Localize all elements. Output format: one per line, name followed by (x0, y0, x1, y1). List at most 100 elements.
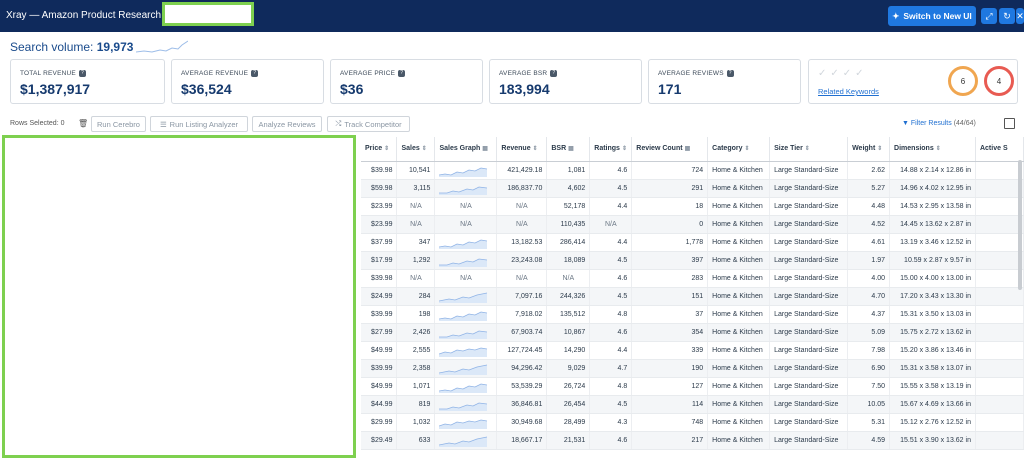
run-listing-analyzer-button[interactable]: ☰ Run Listing Analyzer (150, 116, 248, 132)
sales-sparkline (439, 330, 488, 339)
stat-card-average-revenue: AVERAGE REVENUE? $36,524 (171, 59, 324, 104)
table-row[interactable]: $24.99 284 7,097.16 244,326 4.5 151 Home & Kit… (361, 287, 1024, 306)
cell-sales-graph (434, 179, 498, 198)
table-row[interactable]: $39.99 198 7,918.02 135,512 4.8 37 Home & Kitc… (361, 305, 1024, 324)
cell-category: Home & Kitchen (707, 377, 771, 396)
cell-size-tier: Large Standard-Size (769, 359, 849, 378)
cell-sales-graph: N/A (434, 269, 498, 288)
table-row[interactable]: $29.99 1,032 30,949.68 28,499 4.3 748 Home & K… (361, 413, 1024, 432)
col-header-price[interactable]: Price ⇕ (361, 137, 398, 162)
table-scrollbar[interactable] (1018, 160, 1022, 290)
cell-bsr: 9,029 (546, 359, 591, 378)
analyze-reviews-button[interactable]: Analyze Reviews (252, 116, 322, 132)
table-row[interactable]: $49.99 1,071 53,539.29 26,724 4.8 127 Home & K… (361, 377, 1024, 396)
cell-dimensions: 15.12 x 2.76 x 12.52 in (889, 413, 976, 432)
table-row[interactable]: $39.98 10,541 421,429.18 1,081 4.6 724 Home & … (361, 161, 1024, 180)
cell-sales: 633 (396, 431, 436, 450)
table-row[interactable]: $59.98 3,115 186,837.70 4,602 4.5 291 Home & K… (361, 179, 1024, 198)
table-row[interactable]: $17.99 1,292 23,243.08 18,089 4.5 397 Home & K… (361, 251, 1024, 270)
help-icon[interactable]: ? (398, 70, 406, 77)
table-row[interactable]: $23.99 N/A N/A N/A 52,178 4.4 18 Home & Kitchen… (361, 197, 1024, 216)
col-header-revenue[interactable]: Revenue ⇕ (496, 137, 548, 162)
cell-weight: 4.48 (847, 197, 891, 216)
results-table: Price ⇕ Sales ⇕ Sales Graph ▦ Revenue ⇕ BSR ▦… (361, 137, 1024, 450)
expand-icon[interactable]: ⤢ (981, 8, 997, 24)
score-ring-a: 6 (948, 66, 978, 96)
cell-category: Home & Kitchen (707, 179, 771, 198)
cell-ratings: 4.5 (589, 287, 633, 306)
cell-active-sellers (975, 251, 1024, 270)
cell-category: Home & Kitchen (707, 413, 771, 432)
table-row[interactable]: $44.99 819 36,846.81 26,454 4.5 114 Home & Kit… (361, 395, 1024, 414)
run-cerebro-button[interactable]: Run Cerebro (91, 116, 146, 132)
cell-ratings: 4.3 (589, 413, 633, 432)
cell-revenue: 186,837.70 (496, 179, 548, 198)
filter-results[interactable]: ▼ Filter Results (44/64) (902, 120, 976, 127)
help-icon[interactable]: ? (251, 70, 259, 77)
cell-active-sellers (975, 287, 1024, 306)
help-icon[interactable]: ? (78, 70, 86, 77)
cell-dimensions: 15.31 x 3.50 x 13.03 in (889, 305, 976, 324)
cell-category: Home & Kitchen (707, 197, 771, 216)
cell-review-count: 18 (631, 197, 709, 216)
cell-size-tier: Large Standard-Size (769, 395, 849, 414)
analyze-reviews-label: Analyze Reviews (258, 119, 316, 129)
cell-sales: 1,071 (396, 377, 436, 396)
col-header-sales[interactable]: Sales ⇕ (396, 137, 436, 162)
cell-weight: 10.05 (847, 395, 891, 414)
cell-active-sellers (975, 179, 1024, 198)
track-competitor-button[interactable]: ⤭ Track Competitor (327, 116, 410, 132)
col-header-sales-graph[interactable]: Sales Graph ▦ (434, 137, 498, 162)
col-header-review-count[interactable]: Review Count ▦ (631, 137, 709, 162)
run-listing-label: Run Listing Analyzer (169, 119, 239, 129)
table-row[interactable]: $29.49 633 18,667.17 21,531 4.6 217 Home & Kit… (361, 431, 1024, 450)
stat-card-average-reviews: AVERAGE REVIEWS? 171 (648, 59, 801, 104)
cell-revenue: 23,243.08 (496, 251, 548, 270)
trash-icon[interactable]: 🗑 (78, 119, 89, 128)
search-volume-label: Search volume: (10, 40, 94, 54)
cell-active-sellers (975, 341, 1024, 360)
table-row[interactable]: $37.99 347 13,182.53 286,414 4.4 1,778 Home & … (361, 233, 1024, 252)
close-icon[interactable]: ✕ (1016, 8, 1024, 24)
cell-review-count: 724 (631, 161, 709, 180)
cell-ratings: 4.6 (589, 269, 633, 288)
switch-ui-button[interactable]: ✦ Switch to New UI (888, 6, 976, 26)
refresh-icon[interactable]: ↻ (999, 8, 1015, 24)
stat-value: $1,387,917 (20, 81, 91, 97)
cell-dimensions: 15.55 x 3.58 x 13.19 in (889, 377, 976, 396)
title-bar: Xray — Amazon Product Research for ✦ Swi… (0, 0, 1024, 32)
col-header-weight[interactable]: Weight ⇕ (847, 137, 891, 162)
col-header-bsr[interactable]: BSR ▦ (546, 137, 591, 162)
list-icon: ☰ (159, 119, 167, 129)
col-header-active-sellers[interactable]: Active S (975, 137, 1024, 162)
table-options-icon[interactable] (1004, 118, 1015, 129)
cell-active-sellers (975, 197, 1024, 216)
table-row[interactable]: $27.99 2,426 67,903.74 10,867 4.6 354 Home & K… (361, 323, 1024, 342)
table-row[interactable]: $39.99 2,358 94,296.42 9,029 4.7 190 Home & Ki… (361, 359, 1024, 378)
cell-bsr: 4,602 (546, 179, 591, 198)
related-keywords-link[interactable]: Related Keywords (818, 87, 879, 96)
cell-size-tier: Large Standard-Size (769, 197, 849, 216)
table-row[interactable]: $49.99 2,555 127,724.45 14,290 4.4 339 Home & … (361, 341, 1024, 360)
results-table-container[interactable]: Price ⇕ Sales ⇕ Sales Graph ▦ Revenue ⇕ BSR ▦… (361, 137, 1024, 458)
table-row[interactable]: $39.98 N/A N/A N/A N/A 4.6 283 Home & Kitchen La… (361, 269, 1024, 288)
cell-dimensions: 15.31 x 3.58 x 13.07 in (889, 359, 976, 378)
cell-weight: 1.97 (847, 251, 891, 270)
filter-icon: ▼ (902, 120, 909, 127)
col-header-category[interactable]: Category ⇕ (707, 137, 771, 162)
cell-price: $37.99 (361, 233, 398, 252)
cell-size-tier: Large Standard-Size (769, 251, 849, 270)
cell-sales-graph (434, 377, 498, 396)
table-row[interactable]: $23.99 N/A N/A N/A 110,435 N/A 0 Home & Kitchen… (361, 215, 1024, 234)
cell-price: $39.99 (361, 305, 398, 324)
col-header-ratings[interactable]: Ratings ⇕ (589, 137, 633, 162)
help-icon[interactable]: ? (550, 70, 558, 77)
cell-ratings: N/A (589, 215, 633, 234)
cell-bsr: 21,531 (546, 431, 591, 450)
col-header-size-tier[interactable]: Size Tier ⇕ (769, 137, 849, 162)
cell-ratings: 4.6 (589, 431, 633, 450)
cell-ratings: 4.5 (589, 251, 633, 270)
cell-size-tier: Large Standard-Size (769, 215, 849, 234)
help-icon[interactable]: ? (726, 70, 734, 77)
col-header-dimensions[interactable]: Dimensions ⇕ (889, 137, 976, 162)
